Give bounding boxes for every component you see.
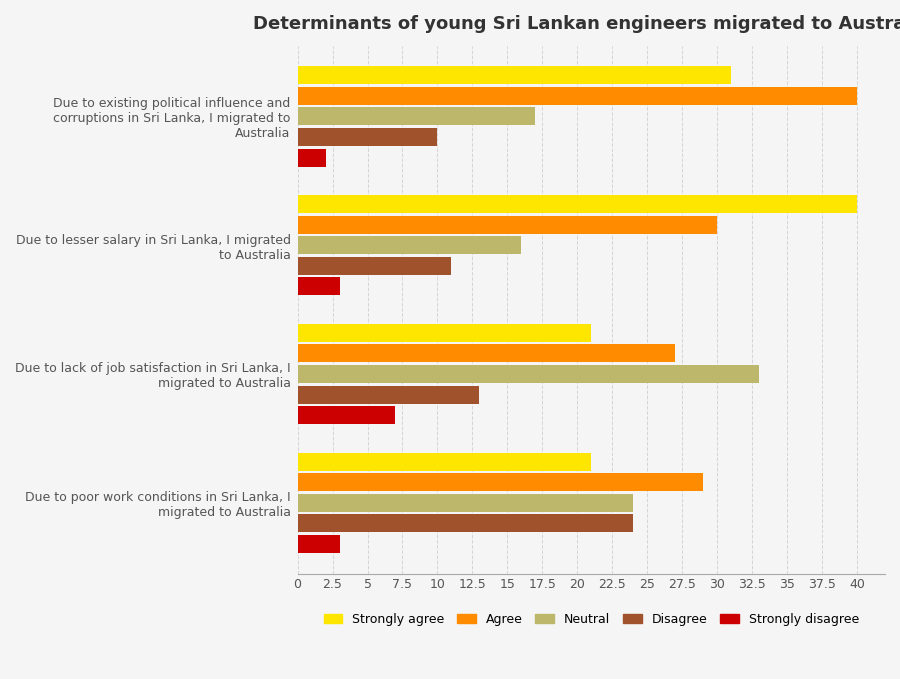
- Bar: [298, 216, 717, 234]
- Bar: [298, 535, 339, 553]
- Bar: [298, 494, 634, 512]
- Bar: [298, 107, 536, 126]
- Bar: [298, 324, 591, 342]
- Bar: [298, 344, 675, 363]
- Bar: [298, 195, 857, 213]
- Legend: Strongly agree, Agree, Neutral, Disagree, Strongly disagree: Strongly agree, Agree, Neutral, Disagree…: [319, 608, 864, 631]
- Bar: [298, 452, 591, 471]
- Bar: [298, 128, 437, 146]
- Bar: [298, 278, 339, 295]
- Bar: [298, 87, 857, 105]
- Bar: [298, 149, 326, 167]
- Bar: [298, 236, 521, 254]
- Bar: [298, 365, 759, 383]
- Bar: [298, 514, 634, 532]
- Bar: [298, 386, 480, 403]
- Bar: [298, 257, 452, 275]
- Bar: [298, 473, 703, 491]
- Bar: [298, 67, 731, 84]
- Title: Determinants of young Sri Lankan engineers migrated to Australia: Determinants of young Sri Lankan enginee…: [253, 15, 900, 33]
- Bar: [298, 406, 395, 424]
